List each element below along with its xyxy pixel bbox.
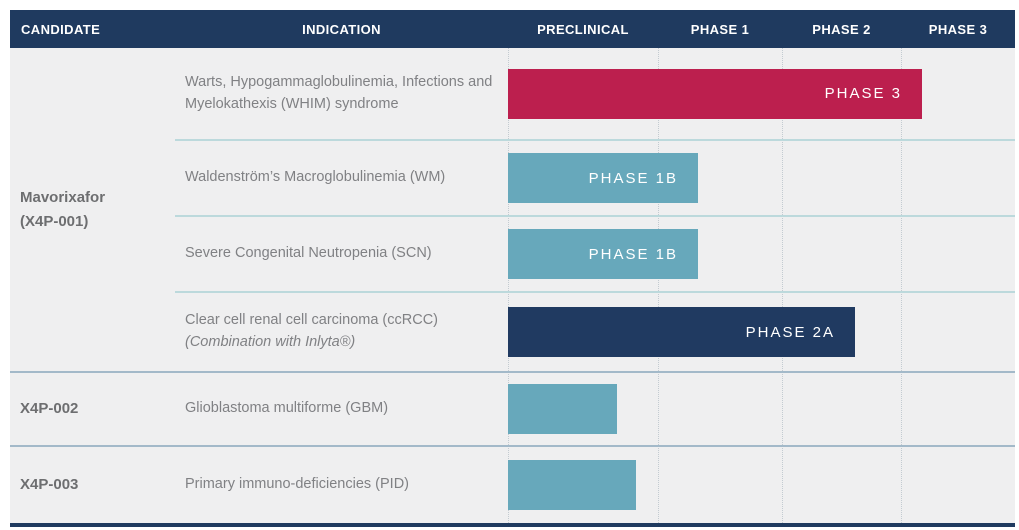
header-phase-2: PHASE 2 (812, 21, 871, 37)
pipeline-bar: PHASE 2A (508, 307, 855, 357)
indication-text-line: Waldenström’s Macroglobulinemia (WM) (185, 169, 446, 186)
indication-text: Warts, Hypogammaglobulinemia, Infections… (175, 48, 508, 139)
chart-cell: PHASE 1B (508, 141, 1015, 215)
pipeline-bar: PHASE 1B (508, 153, 698, 203)
indication-text: Primary immuno-deficiencies (PID) (175, 447, 508, 523)
indication-text: Waldenström’s Macroglobulinemia (WM) (175, 141, 508, 215)
candidate-label-line: X4P-002 (20, 400, 79, 418)
candidate-label-line: Mavorixafor (20, 189, 106, 207)
chart-cell: PHASE 3 (508, 48, 1015, 139)
gridline-phase-1 (658, 48, 659, 523)
bar-phase-label: PHASE 2A (745, 323, 835, 341)
chart-cell: PHASE 2A (508, 293, 1015, 371)
pipeline-row: Glioblastoma multiforme (GBM) (175, 373, 1015, 445)
bottom-border (10, 523, 1015, 527)
pipeline-row: Waldenström’s Macroglobulinemia (WM) PHAS… (175, 141, 1015, 217)
pipeline-bar (508, 384, 617, 434)
bar-phase-label: PHASE 1B (588, 169, 678, 187)
header-preclinical: PRECLINICAL (537, 21, 629, 37)
indication-text-line: Glioblastoma multiforme (GBM) (185, 400, 389, 417)
chart-content: CANDIDATE INDICATION PRECLINICAL PHASE 1… (10, 10, 1015, 527)
pipeline-row: Clear cell renal cell carcinoma (ccRCC) (… (175, 293, 1015, 371)
table-header: CANDIDATE INDICATION PRECLINICAL PHASE 1… (10, 10, 1015, 48)
chart-cell (508, 447, 1015, 523)
bar-phase-label: PHASE 1B (588, 245, 678, 263)
group-rows: Primary immuno-deficiencies (PID) (175, 447, 1015, 523)
indication-text: Severe Congenital Neutropenia (SCN) (175, 217, 508, 291)
pipeline-row: Severe Congenital Neutropenia (SCN) PHASE… (175, 217, 1015, 293)
candidate-group: Mavorixafor (X4P-001) Warts, Hypogammaglob… (10, 48, 1015, 373)
indication-text: Clear cell renal cell carcinoma (ccRCC) (… (175, 293, 508, 371)
candidate-label-line: (X4P-001) (20, 212, 89, 230)
pipeline-bar: PHASE 3 (508, 68, 922, 119)
header-indication: INDICATION (302, 21, 381, 37)
candidate-label-line: X4P-003 (20, 476, 79, 494)
bar-phase-label: PHASE 3 (824, 85, 902, 102)
candidate-label: Mavorixafor (X4P-001) (10, 48, 175, 371)
pipeline-bar: PHASE 1B (508, 229, 698, 279)
chart-cell: PHASE 1B (508, 217, 1015, 291)
candidate-group: X4P-003 Primary immuno-deficiencies (PID) (10, 447, 1015, 523)
pipeline-row: Primary immuno-deficiencies (PID) (175, 447, 1015, 523)
indication-text-line: Severe Congenital Neutropenia (SCN) (185, 245, 432, 262)
group-rows: Warts, Hypogammaglobulinemia, Infections… (175, 48, 1015, 371)
pipeline-bar (508, 460, 636, 510)
pipeline-row: Warts, Hypogammaglobulinemia, Infections… (175, 48, 1015, 141)
gridline-phase-2 (782, 48, 783, 523)
chart-cell (508, 373, 1015, 445)
indication-text: Glioblastoma multiforme (GBM) (175, 373, 508, 445)
group-rows: Glioblastoma multiforme (GBM) (175, 373, 1015, 445)
header-candidate: CANDIDATE (21, 21, 101, 37)
candidate-label: X4P-002 (10, 373, 175, 445)
header-phase-1: PHASE 1 (690, 21, 750, 37)
indication-text-line: Warts, Hypogammaglobulinemia, Infections… (185, 73, 493, 112)
candidate-group: X4P-002 Glioblastoma multiforme (GBM) (10, 373, 1015, 447)
indication-text-line: Clear cell renal cell carcinoma (ccRCC) (185, 312, 439, 329)
table-body: Mavorixafor (X4P-001) Warts, Hypogammaglob… (10, 48, 1015, 523)
gridline-phase-3 (901, 48, 902, 523)
header-phase-3: PHASE 3 (928, 21, 988, 37)
indication-text-line: (Combination with Inlyta®) (185, 334, 356, 350)
gridline-preclinical (508, 48, 509, 523)
indication-text-line: Primary immuno-deficiencies (PID) (185, 476, 409, 493)
candidate-label: X4P-003 (10, 447, 175, 523)
